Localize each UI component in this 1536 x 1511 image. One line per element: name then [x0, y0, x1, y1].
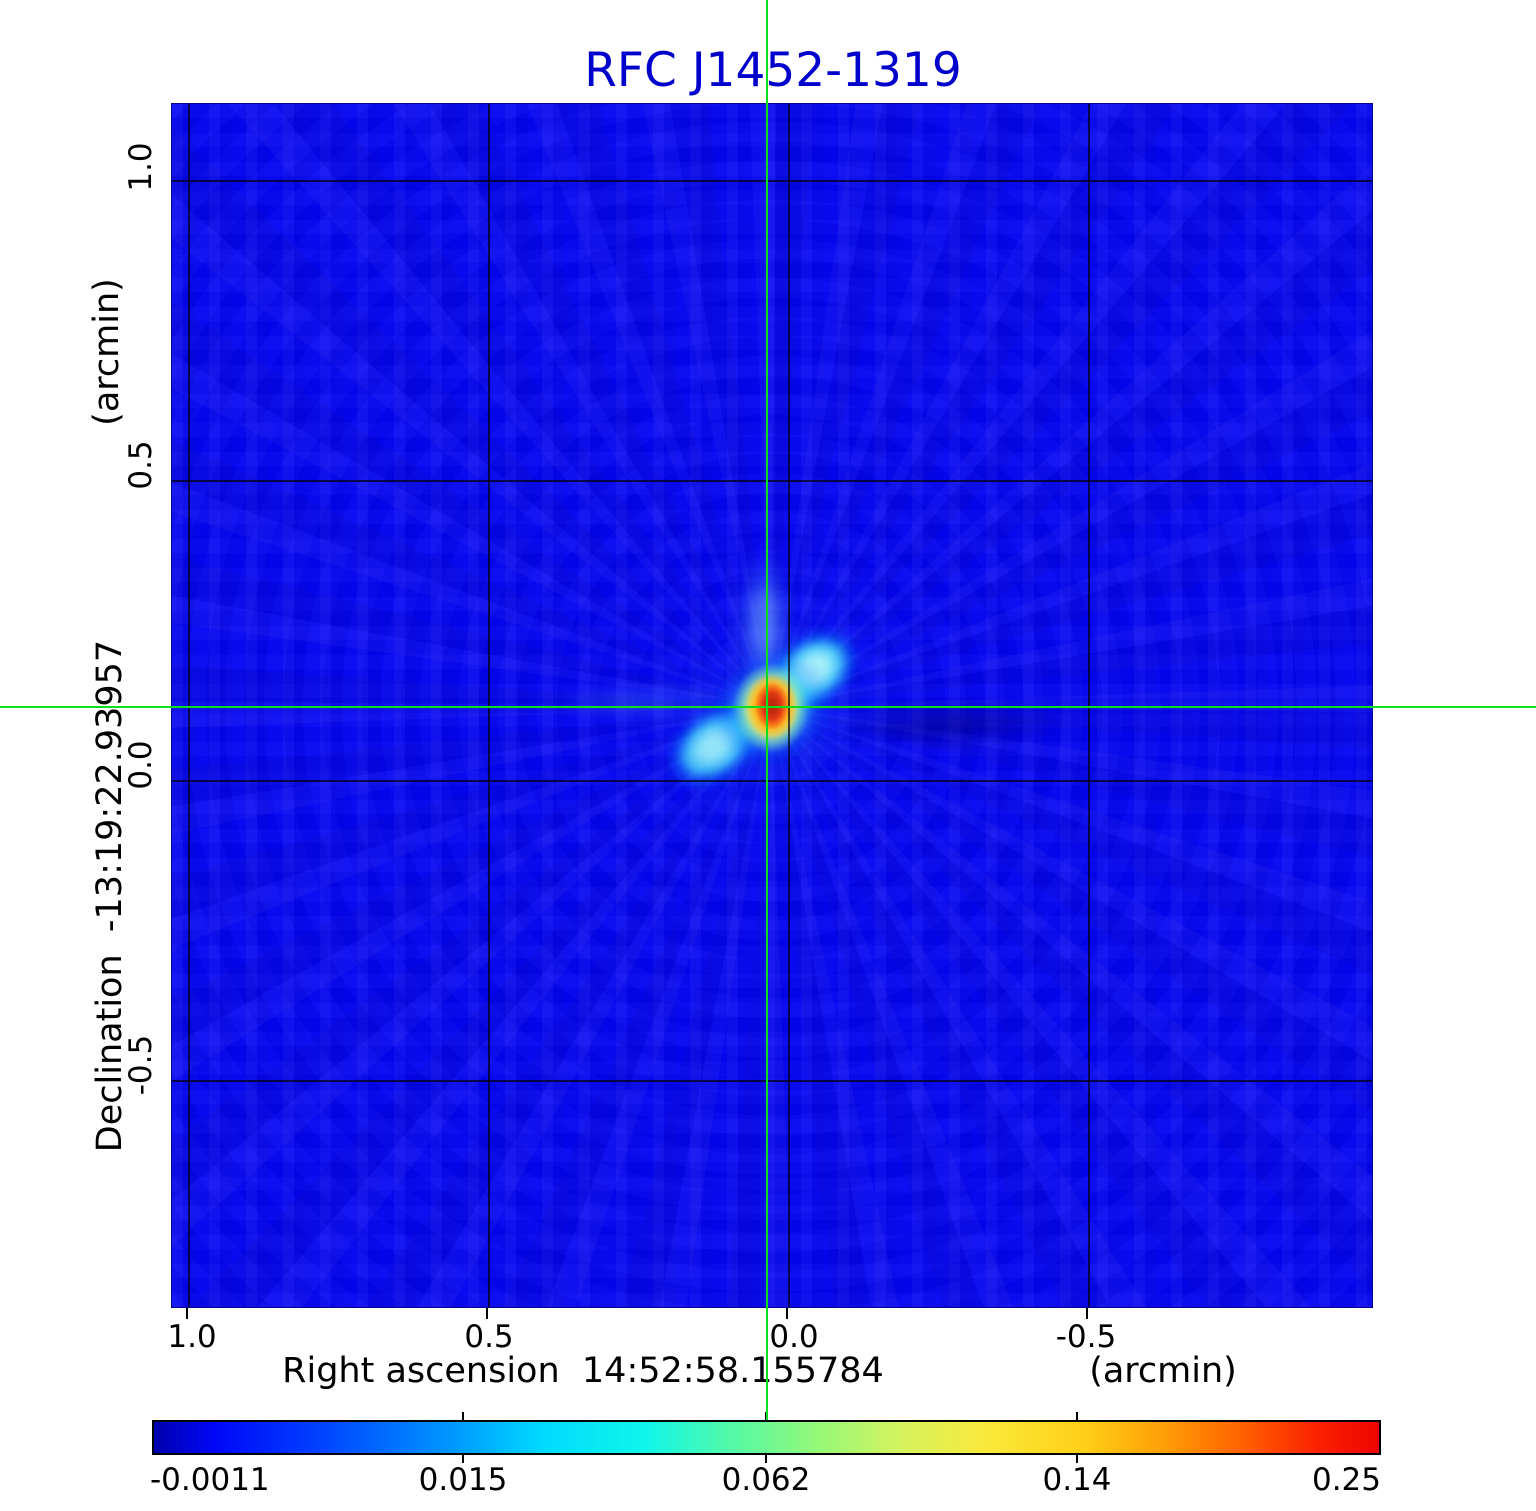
x-axis-unit-label: (arcmin): [1089, 1351, 1237, 1391]
crosshair-horizontal-line: [0, 706, 1536, 708]
x-tick-mark--0.5: [1086, 1308, 1088, 1319]
y-tick-label-0.0: 0.0: [123, 740, 159, 790]
colorbar-bottom-tick-0.015: [462, 1455, 464, 1463]
map-canvas: [171, 103, 1373, 1308]
y-tick-label-0.5: 0.5: [123, 440, 159, 490]
colorbar-label-0.062: 0.062: [721, 1462, 811, 1498]
plot-title: RFC J1452-1319: [584, 43, 962, 98]
x-tick-mark-0.5: [486, 1308, 488, 1319]
grid-line-dec--0.5: [172, 1080, 1372, 1082]
grid-line-dec-0.5: [172, 480, 1372, 482]
grid-line-ra-0.5: [488, 104, 490, 1307]
x-tick-label-0.5: 0.5: [464, 1319, 514, 1355]
colorbar-label-0.14: 0.14: [1042, 1462, 1112, 1498]
y-tick-label--0.5: -0.5: [123, 1034, 159, 1096]
x-tick-label-0.0: 0.0: [769, 1319, 819, 1355]
crosshair-vertical-line: [766, 0, 768, 1420]
grid-line-ra-0.0: [788, 104, 790, 1307]
negative-sidelobe-smear: [831, 704, 1071, 746]
x-tick-mark-1.0: [186, 1308, 188, 1319]
colorbar-bottom-tick-0.062: [765, 1455, 767, 1463]
x-tick-label-1.0: 1.0: [167, 1319, 217, 1355]
y-tick-label-1.0: 1.0: [123, 142, 159, 192]
grid-line-dec-1.0: [172, 180, 1372, 182]
colorbar-label--0.0011: -0.0011: [150, 1462, 270, 1498]
x-tick-label--0.5: -0.5: [1055, 1319, 1117, 1355]
grid-line-ra--0.5: [1088, 104, 1090, 1307]
x-axis-label: Right ascension 14:52:58.155784: [282, 1351, 884, 1391]
y-axis-unit-label: (arcmin): [87, 278, 127, 426]
colorbar-top-tick-0.14: [1076, 1412, 1078, 1420]
colorbar: [152, 1420, 1381, 1455]
colorbar-bottom-tick-0.14: [1076, 1455, 1078, 1463]
grid-line-ra-1.0: [188, 104, 190, 1307]
colorbar-label-0.25: 0.25: [1311, 1462, 1381, 1498]
grid-line-dec-0.0: [172, 780, 1372, 782]
x-tick-mark-0.0: [786, 1308, 788, 1319]
colorbar-top-tick-0.015: [462, 1412, 464, 1420]
colorbar-label-0.015: 0.015: [418, 1462, 508, 1498]
